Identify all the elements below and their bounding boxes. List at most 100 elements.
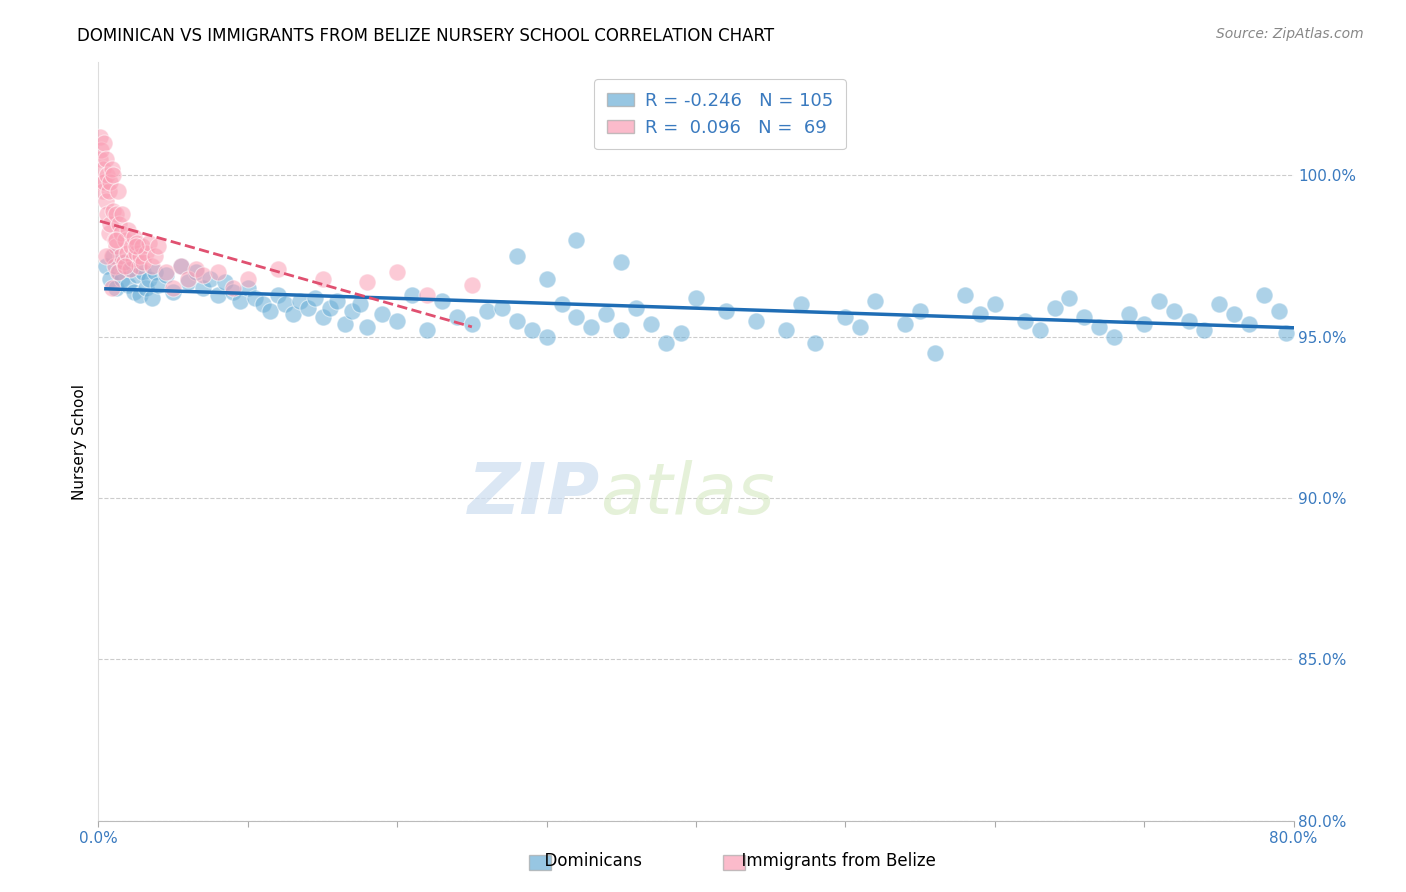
Point — [129, 287, 152, 301]
Text: atlas: atlas — [600, 460, 775, 529]
Point — [135, 281, 157, 295]
Point — [96, 169, 118, 183]
Y-axis label: Nursery School: Nursery School — [72, 384, 87, 500]
Point — [94, 249, 117, 263]
Point — [245, 291, 267, 305]
Point — [550, 297, 572, 311]
Point — [1073, 310, 1095, 325]
Point — [520, 323, 543, 337]
Point — [129, 249, 152, 263]
Text: Immigrants from Belize: Immigrants from Belize — [731, 852, 936, 870]
Point — [141, 291, 163, 305]
Point — [207, 265, 229, 279]
Point — [94, 259, 117, 273]
Point — [118, 261, 141, 276]
Point — [745, 313, 768, 327]
Point — [207, 287, 229, 301]
Point — [581, 320, 603, 334]
Point — [274, 297, 297, 311]
Point — [1118, 307, 1140, 321]
Point — [349, 297, 371, 311]
Point — [342, 304, 364, 318]
Point — [91, 161, 114, 176]
Point — [169, 259, 191, 273]
Point — [90, 143, 112, 157]
Point — [236, 281, 259, 295]
Point — [1043, 301, 1066, 315]
Point — [107, 265, 129, 279]
Point — [141, 259, 163, 273]
Point — [640, 317, 662, 331]
Point — [610, 255, 633, 269]
Point — [131, 239, 153, 253]
Point — [177, 275, 200, 289]
Point — [111, 271, 134, 285]
Point — [94, 194, 117, 209]
Point — [124, 229, 146, 244]
Point — [281, 307, 304, 321]
Point — [236, 271, 259, 285]
Text: DOMINICAN VS IMMIGRANTS FROM BELIZE NURSERY SCHOOL CORRELATION CHART: DOMINICAN VS IMMIGRANTS FROM BELIZE NURS… — [77, 27, 775, 45]
Point — [319, 301, 342, 315]
Point — [104, 233, 127, 247]
Point — [110, 227, 132, 241]
Point — [1178, 313, 1201, 327]
Point — [506, 249, 529, 263]
Legend: R = -0.246   N = 105, R =  0.096   N =  69: R = -0.246 N = 105, R = 0.096 N = 69 — [595, 79, 845, 149]
Point — [97, 227, 120, 241]
Point — [97, 185, 120, 199]
Point — [565, 310, 588, 325]
Point — [125, 239, 148, 253]
Point — [200, 271, 222, 285]
Point — [1237, 317, 1260, 331]
Point — [1014, 313, 1036, 327]
Point — [252, 297, 274, 311]
Point — [655, 336, 678, 351]
Point — [105, 207, 128, 221]
Point — [98, 271, 122, 285]
Point — [1104, 329, 1126, 343]
Point — [849, 320, 872, 334]
Text: ZIP: ZIP — [468, 460, 600, 529]
Point — [143, 249, 166, 263]
Point — [101, 249, 124, 263]
Point — [446, 310, 468, 325]
Point — [115, 245, 138, 260]
Point — [107, 185, 129, 199]
Point — [214, 275, 236, 289]
Point — [191, 281, 214, 295]
Point — [114, 255, 136, 269]
Point — [93, 136, 115, 150]
Point — [101, 281, 124, 295]
Point — [536, 271, 558, 285]
Point — [924, 346, 946, 360]
Bar — [529, 855, 551, 871]
Point — [1163, 304, 1185, 318]
Point — [124, 285, 146, 299]
Point — [685, 291, 707, 305]
Point — [105, 281, 128, 295]
Point — [93, 175, 115, 189]
Point — [89, 153, 111, 167]
Point — [371, 307, 394, 321]
Point — [138, 236, 160, 251]
Point — [177, 271, 200, 285]
Point — [162, 285, 184, 299]
Point — [894, 317, 917, 331]
Point — [1133, 317, 1156, 331]
Point — [461, 278, 484, 293]
Point — [401, 287, 423, 301]
Point — [104, 259, 127, 273]
Point — [96, 207, 118, 221]
Point — [789, 297, 811, 311]
Point — [1275, 326, 1298, 341]
Point — [138, 271, 160, 285]
Point — [184, 261, 207, 276]
Point — [114, 259, 136, 273]
Text: Source: ZipAtlas.com: Source: ZipAtlas.com — [1216, 27, 1364, 41]
Point — [865, 294, 887, 309]
Point — [288, 294, 311, 309]
Point — [120, 239, 142, 253]
Point — [191, 268, 214, 283]
Point — [430, 294, 453, 309]
